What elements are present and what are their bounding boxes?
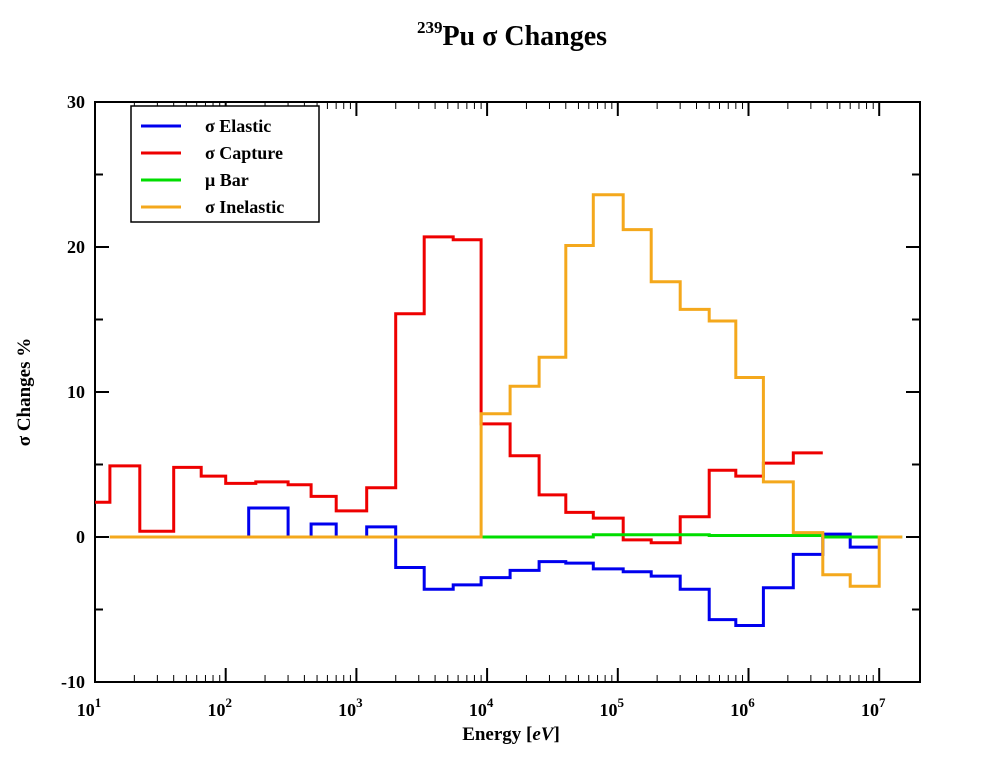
y-tick-label: 30	[67, 92, 85, 112]
x-tick-label: 103	[338, 695, 363, 720]
y-tick-label: 20	[67, 237, 85, 257]
y-tick-label: -10	[61, 672, 85, 692]
x-tick-label: 101	[77, 695, 102, 720]
axis-ticks: 30 20 10 0 -10 101 102 103 104 105 106 107	[61, 92, 920, 720]
series-layer	[95, 193, 903, 627]
title-superscript: 239	[417, 18, 443, 37]
x-tick-label: 102	[207, 695, 232, 720]
legend: σ Elastic σ Capture μ Bar σ Inelastic	[130, 105, 320, 223]
y-axis-label: σ Changes %	[14, 338, 35, 447]
chart-title: 239Pu σ Changes	[417, 18, 607, 52]
x-tick-label: 107	[861, 695, 886, 720]
series-capture	[95, 235, 823, 545]
legend-label-elastic: σ Elastic	[205, 116, 271, 136]
y-tick-label: 0	[76, 527, 85, 547]
legend-label-inelastic: σ Inelastic	[205, 197, 284, 217]
x-tick-label: 104	[469, 695, 494, 720]
legend-label-bar: μ Bar	[205, 170, 249, 190]
x-axis-label: Energy [eV]	[462, 724, 560, 745]
y-tick-label: 10	[67, 382, 85, 402]
series-elastic	[109, 506, 880, 627]
legend-label-capture: σ Capture	[205, 143, 283, 163]
series-inelastic	[109, 193, 903, 588]
x-tick-label: 105	[600, 695, 625, 720]
title-main: Pu σ Changes	[442, 21, 607, 52]
x-tick-label: 106	[730, 695, 755, 720]
